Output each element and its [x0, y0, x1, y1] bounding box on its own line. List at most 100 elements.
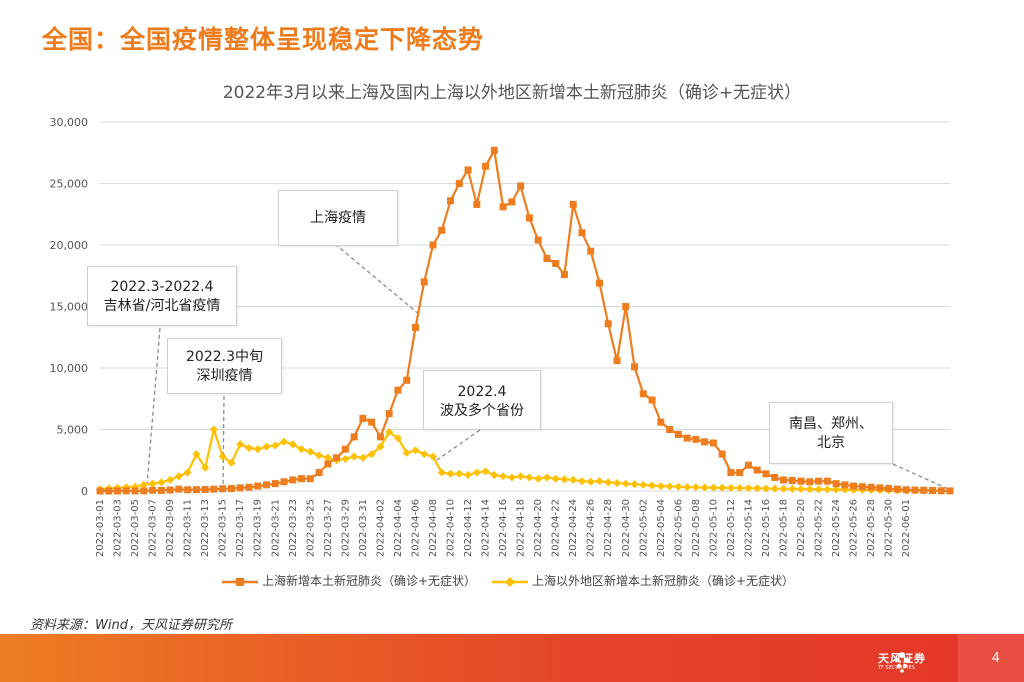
data-point-shanghai: [692, 435, 700, 443]
data-point-outside: [262, 442, 271, 451]
data-point-shanghai: [131, 487, 139, 495]
data-point-outside: [691, 483, 700, 492]
data-point-outside: [604, 478, 613, 487]
data-point-outside: [613, 479, 622, 488]
x-tick-label: 2022-04-28: [603, 499, 614, 557]
data-point-shanghai: [946, 487, 954, 495]
data-point-outside: [376, 442, 385, 451]
logo-flower-icon: [894, 652, 910, 673]
x-tick-label: 2022-03-03: [113, 499, 124, 557]
data-point-shanghai: [736, 469, 744, 477]
data-point-outside: [656, 482, 665, 491]
data-point-outside: [586, 477, 595, 486]
data-point-shanghai: [858, 483, 866, 491]
annotation-line: 2022.3中旬: [186, 349, 263, 365]
data-point-outside: [402, 448, 411, 457]
data-point-shanghai: [657, 418, 665, 426]
data-point-shanghai: [210, 485, 218, 493]
y-tick-label: 25,000: [50, 178, 89, 191]
x-tick-label: 2022-04-06: [410, 499, 421, 557]
data-point-shanghai: [604, 320, 612, 328]
x-tick-label: 2022-05-30: [884, 499, 895, 557]
data-point-shanghai: [289, 476, 297, 484]
x-tick-label: 2022-03-27: [323, 499, 334, 557]
data-point-shanghai: [429, 241, 437, 249]
x-tick-label: 2022-04-26: [586, 499, 597, 557]
data-point-outside: [683, 483, 692, 492]
data-point-outside: [569, 475, 578, 484]
data-point-shanghai: [639, 390, 647, 398]
x-tick-label: 2022-05-14: [743, 499, 754, 557]
data-point-outside: [542, 473, 551, 482]
x-tick-label: 2022-04-08: [428, 499, 439, 557]
data-point-outside: [481, 467, 490, 476]
data-point-shanghai: [876, 484, 884, 492]
x-tick-label: 2022-05-10: [708, 499, 719, 557]
x-tick-label: 2022-04-22: [551, 499, 562, 557]
data-point-outside: [735, 484, 744, 493]
data-point-shanghai: [473, 200, 481, 208]
data-point-outside: [139, 480, 148, 489]
data-point-shanghai: [350, 433, 358, 441]
data-point-shanghai: [920, 486, 928, 494]
line-chart: 0 5,000 10,000 15,000 20,000 25,000 30,000 202…: [50, 116, 954, 557]
data-point-shanghai: [254, 482, 262, 490]
data-point-shanghai: [192, 486, 200, 494]
data-point-shanghai: [341, 445, 349, 453]
data-point-shanghai: [569, 200, 577, 208]
data-point-outside: [761, 484, 770, 493]
callout-leader-line: [334, 243, 421, 316]
data-point-outside: [192, 450, 201, 459]
x-tick-label: 2022-03-01: [95, 499, 106, 557]
x-tick-label: 2022-03-09: [165, 499, 176, 557]
x-tick-label: 2022-05-28: [866, 499, 877, 557]
data-point-outside: [253, 445, 262, 454]
x-tick-label: 2022-04-18: [516, 499, 527, 557]
annotation-shanghai: 上海疫情: [278, 190, 398, 246]
data-point-outside: [411, 446, 420, 455]
data-point-shanghai: [114, 487, 122, 495]
data-point-shanghai: [648, 396, 656, 404]
data-point-outside: [630, 480, 639, 489]
data-point-outside: [358, 453, 367, 462]
callout-leader-line: [146, 327, 161, 486]
data-point-shanghai: [262, 481, 270, 489]
data-point-shanghai: [832, 480, 840, 488]
y-axis: 0 5,000 10,000 15,000 20,000 25,000 30,000: [50, 116, 89, 498]
data-point-shanghai: [420, 278, 428, 286]
legend-item-outside: 上海以外地区新增本土新冠肺炎（确诊+无症状）: [492, 572, 794, 589]
data-point-shanghai: [595, 279, 603, 287]
y-tick-label: 5,000: [57, 424, 89, 437]
data-point-shanghai: [928, 487, 936, 495]
data-point-outside: [621, 479, 630, 488]
legend-label-outside: 上海以外地区新增本土新冠肺炎（确诊+无症状）: [532, 574, 795, 588]
x-tick-label: 2022-04-16: [498, 499, 509, 557]
y-tick-label: 15,000: [50, 301, 89, 314]
x-tick-label: 2022-05-08: [691, 499, 702, 557]
data-point-shanghai: [578, 229, 586, 237]
data-point-outside: [323, 453, 332, 462]
x-tick-label: 2022-06-01: [901, 499, 912, 557]
data-point-outside: [577, 477, 586, 486]
x-tick-label: 2022-05-26: [849, 499, 860, 557]
data-point-outside: [709, 483, 718, 492]
annotation-line: 吉林省/河北省疫情: [103, 298, 221, 314]
data-point-outside: [516, 472, 525, 481]
y-tick-label: 0: [81, 485, 88, 498]
data-point-outside: [814, 485, 823, 494]
data-point-shanghai: [744, 461, 752, 469]
callout-leader-line: [892, 463, 949, 490]
x-tick-label: 2022-03-25: [305, 499, 316, 557]
data-point-shanghai: [411, 323, 419, 331]
data-point-shanghai: [543, 255, 551, 263]
callout-leader-line: [436, 429, 481, 461]
data-point-outside: [551, 474, 560, 483]
data-point-shanghai: [780, 476, 788, 484]
data-point-shanghai: [867, 483, 875, 491]
annotation-nanchang-zhengzhou-beijing: 南昌、郑州、 北京: [769, 402, 893, 464]
x-tick-label: 2022-03-05: [130, 499, 141, 557]
data-point-shanghai: [245, 483, 253, 491]
data-point-outside: [472, 468, 481, 477]
x-tick-label: 2022-03-17: [235, 499, 246, 557]
data-point-shanghai: [482, 162, 490, 170]
